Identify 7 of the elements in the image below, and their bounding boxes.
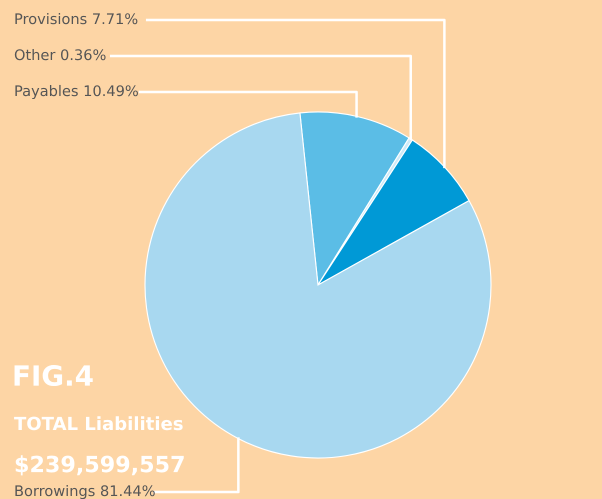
slice-label: Borrowings 81.44% xyxy=(15,484,155,499)
text: TOTAL Liabilities xyxy=(14,416,183,430)
slice-label: Payables 10.49% xyxy=(15,84,138,100)
text: $239,599,557 xyxy=(16,455,184,476)
slice-label: Provisions 7.71% xyxy=(15,12,138,24)
slice-label: Other 0.36% xyxy=(14,48,106,60)
caption: FIG.4 xyxy=(14,365,93,386)
